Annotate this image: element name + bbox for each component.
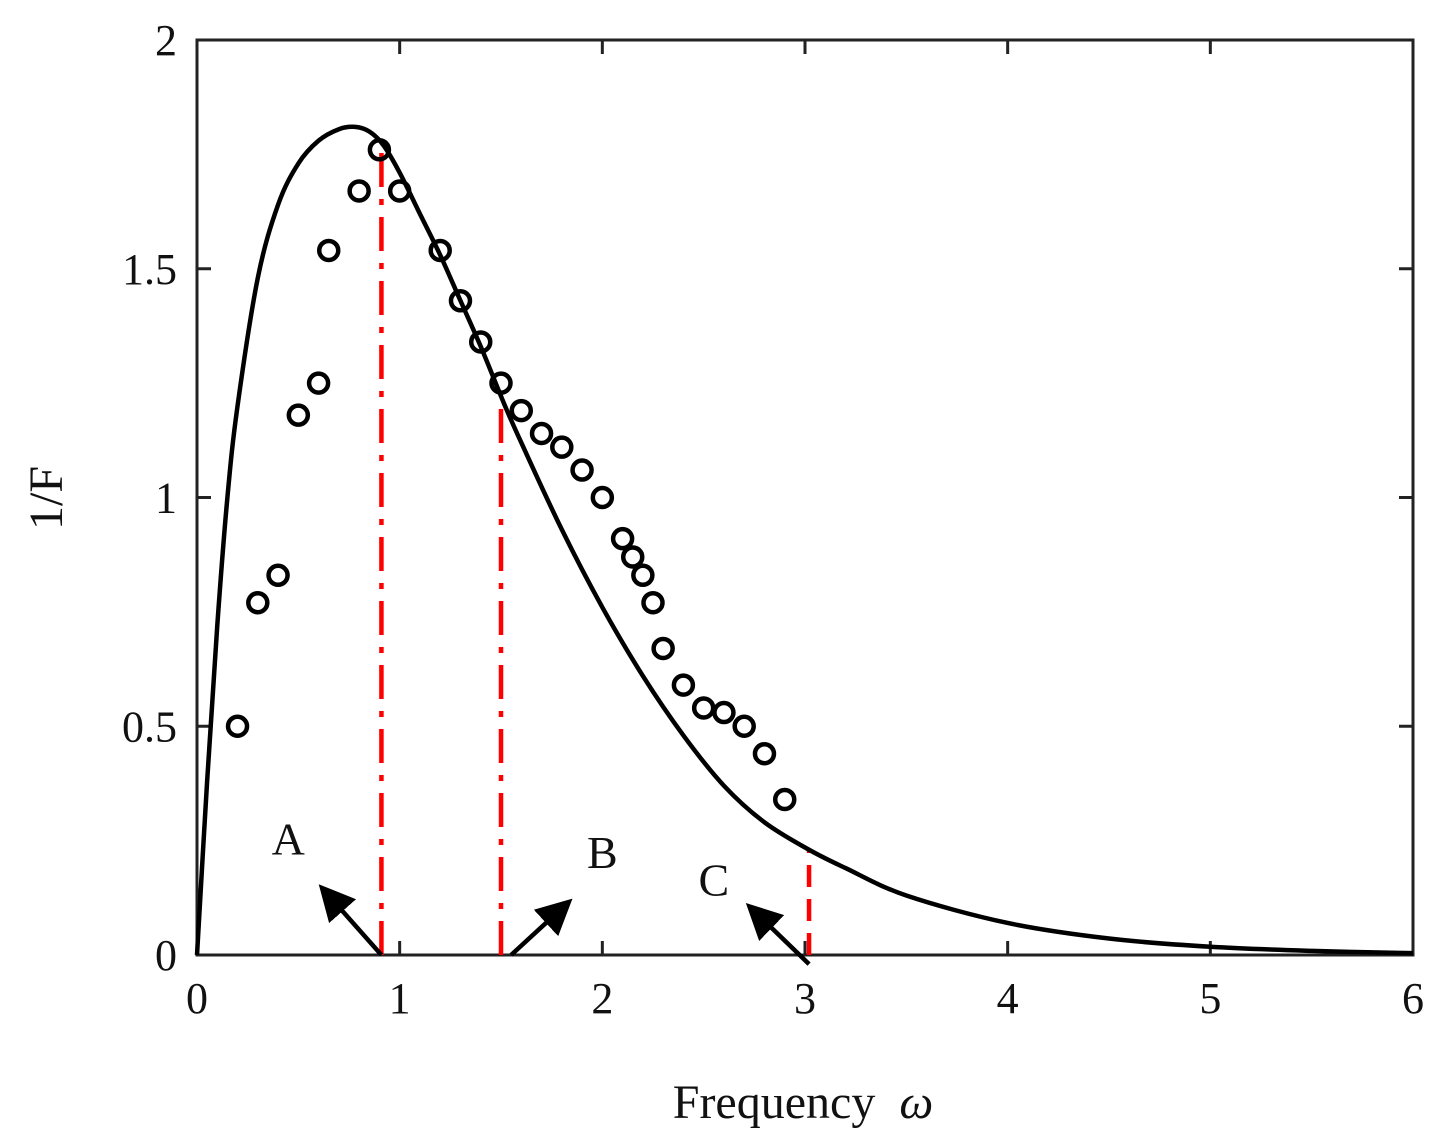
- annotations: A B C: [272, 813, 811, 966]
- marker-3: [286, 403, 311, 427]
- x-axis-label-text: Frequency: [673, 1076, 876, 1129]
- x-tick-label-3: 3: [794, 974, 816, 1023]
- marker-25: [712, 700, 736, 725]
- x-axis-label: Frequency ω: [673, 1076, 933, 1129]
- y-tick-label-3: 1.5: [122, 245, 177, 294]
- x-tick-label-5: 5: [1199, 974, 1221, 1023]
- x-tick-label-2: 2: [591, 974, 613, 1023]
- marker-23: [671, 673, 696, 697]
- y-axis-label: 1/F: [20, 466, 73, 530]
- reference-lines: [379, 149, 812, 955]
- annotation-label-1: B: [587, 827, 618, 878]
- marker-14: [529, 421, 554, 446]
- x-tick-label-6: 6: [1402, 974, 1424, 1023]
- marker-7: [367, 138, 392, 162]
- annotation-label-2: C: [698, 855, 729, 906]
- x-tick-label-0: 0: [186, 974, 208, 1023]
- x-tick-label-1: 1: [389, 974, 411, 1023]
- marker-12: [489, 371, 513, 395]
- y-tick-label-1: 0.5: [122, 702, 177, 751]
- marker-16: [570, 458, 594, 482]
- annotation-arrow-1: [509, 898, 573, 957]
- y-tick-labels: 0 0.5 1 1.5 2: [122, 16, 177, 980]
- marker-2: [266, 563, 290, 588]
- marker-22: [651, 636, 675, 661]
- y-tick-label-4: 2: [155, 16, 177, 65]
- curve-layer: [194, 124, 1414, 956]
- marker-1: [246, 590, 270, 615]
- marker-5: [316, 238, 341, 263]
- y-tick-label-0: 0: [155, 931, 177, 980]
- annotation-arrow-0: [318, 884, 384, 957]
- marker-28: [772, 787, 797, 812]
- marker-21: [641, 590, 665, 615]
- marker-4: [306, 371, 331, 395]
- x-axis-label-symbol: ω: [899, 1076, 933, 1129]
- marker-24: [691, 696, 716, 720]
- marker-15: [550, 435, 574, 459]
- annotation-arrow-2: [745, 902, 811, 966]
- marker-10: [448, 289, 473, 313]
- marker-20: [631, 563, 655, 588]
- marker-26: [732, 714, 756, 738]
- marker-6: [347, 179, 371, 203]
- marker-8: [387, 179, 412, 203]
- marker-18: [610, 526, 635, 551]
- marker-27: [752, 741, 777, 766]
- x-tick-label-4: 4: [997, 974, 1019, 1023]
- x-tick-labels: 0 1 2 3 4 5 6: [186, 974, 1424, 1023]
- y-tick-label-2: 1: [155, 474, 177, 523]
- marker-0: [225, 714, 250, 738]
- marker-19: [620, 545, 645, 569]
- annotation-label-0: A: [272, 813, 305, 864]
- marker-11: [468, 330, 493, 354]
- marker-13: [509, 398, 534, 423]
- curve-0: [194, 124, 1414, 956]
- marker-9: [428, 238, 452, 263]
- markers-layer: [225, 138, 797, 812]
- marker-17: [590, 485, 615, 510]
